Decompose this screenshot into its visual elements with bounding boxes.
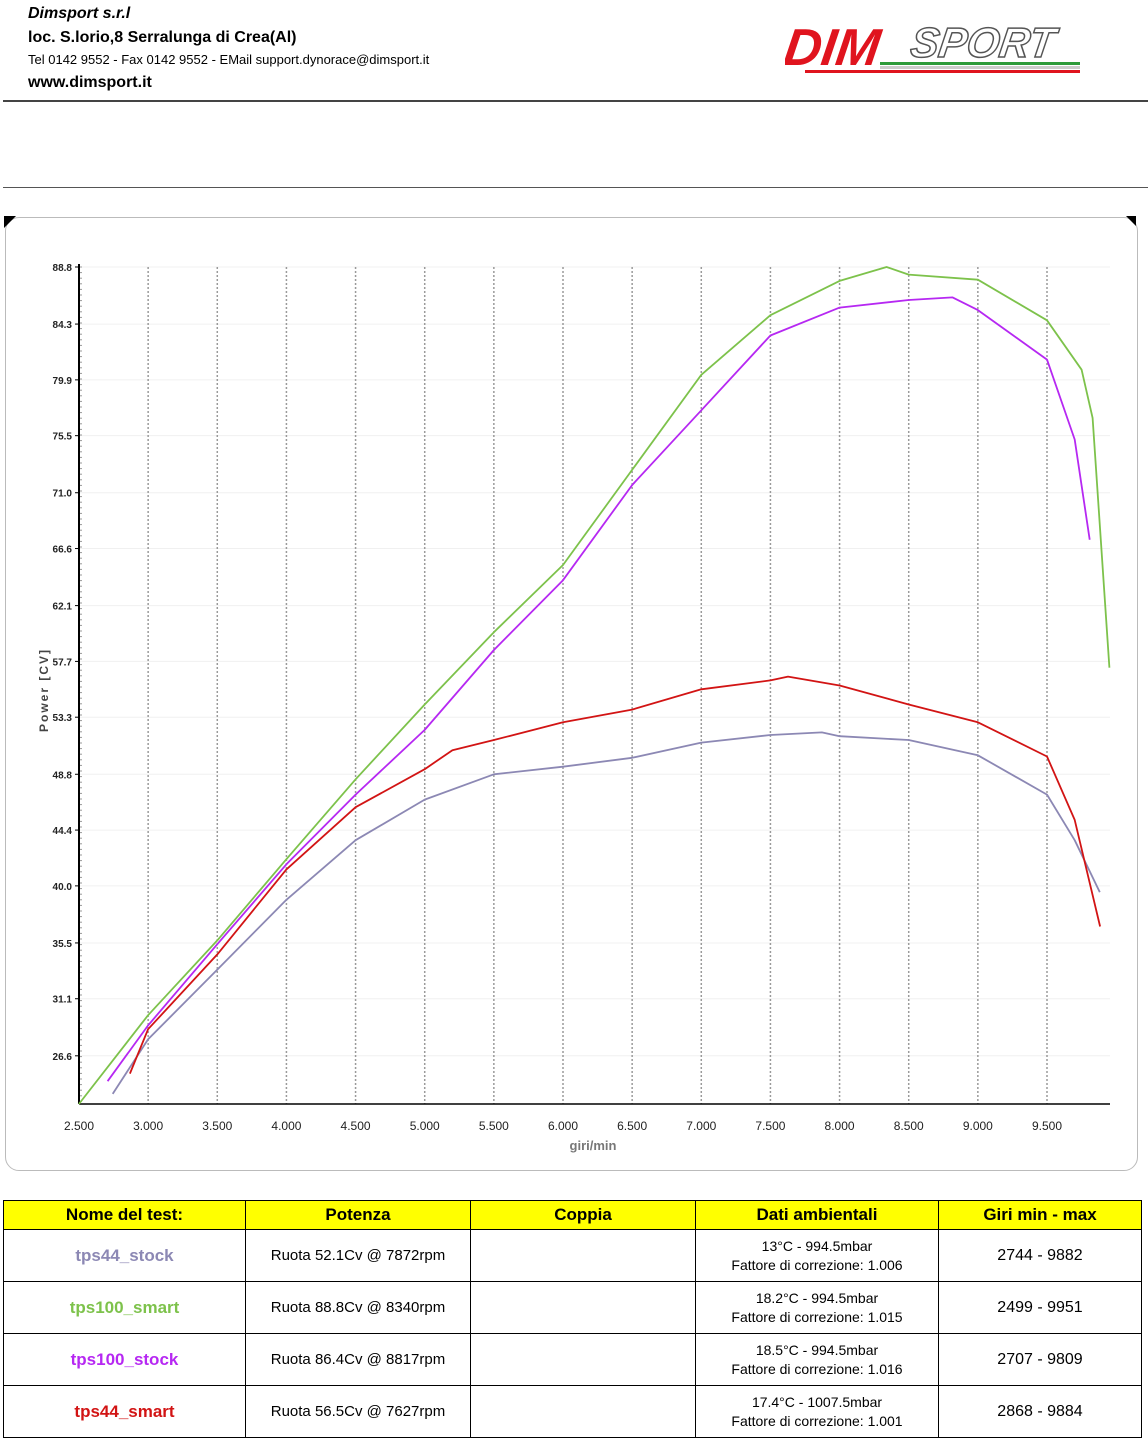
table-row: tps44_smart Ruota 56.5Cv @ 7627rpm 17.4°… xyxy=(3,1385,1142,1438)
test-name: tps44_stock xyxy=(3,1229,246,1282)
y-tick-label: 40.0 xyxy=(53,882,73,893)
svg-text:DIM: DIM xyxy=(785,19,885,77)
col-header-coppia: Coppia xyxy=(470,1200,696,1230)
potenza-cell: Ruota 88.8Cv @ 8340rpm xyxy=(245,1281,471,1334)
y-tick-label: 71.0 xyxy=(53,489,73,500)
series-line-tps100_stock xyxy=(106,296,1091,1082)
chart-frame xyxy=(5,217,1138,1171)
y-tick-label: 75.5 xyxy=(53,432,73,443)
dimsport-logo: DIM SPORT xyxy=(785,18,1080,77)
x-tick-label: 6.000 xyxy=(548,1119,578,1133)
header-divider xyxy=(3,100,1148,102)
ambient-cell: 18.5°C - 994.5mbar Fattore di correzione:… xyxy=(695,1333,939,1386)
company-address: loc. S.lorio,8 Serralunga di Crea(Al) xyxy=(28,29,297,46)
rpm-range-cell: 2707 - 9809 xyxy=(938,1333,1142,1386)
company-name: Dimsport s.r.l xyxy=(28,5,131,22)
col-header-name: Nome del test: xyxy=(3,1200,246,1230)
ambient-conditions: 13°C - 994.5mbar xyxy=(761,1237,873,1254)
y-tick-label: 26.6 xyxy=(53,1052,73,1063)
company-website: www.dimsport.it xyxy=(28,74,152,91)
y-tick-label: 57.7 xyxy=(53,657,73,668)
y-tick-label: 53.3 xyxy=(53,713,73,724)
col-header-ambientali: Dati ambientali xyxy=(695,1200,939,1230)
coppia-cell xyxy=(470,1333,696,1386)
ambient-conditions: 18.5°C - 994.5mbar xyxy=(755,1341,879,1358)
potenza-cell: Ruota 52.1Cv @ 7872rpm xyxy=(245,1229,471,1282)
y-tick-label: 44.4 xyxy=(53,826,73,837)
ambient-cell: 18.2°C - 994.5mbar Fattore di correzione:… xyxy=(695,1281,939,1334)
x-tick-label: 4.500 xyxy=(341,1119,371,1133)
ambient-cell: 13°C - 994.5mbar Fattore di correzione: 1… xyxy=(695,1229,939,1282)
rpm-range-cell: 2499 - 9951 xyxy=(938,1281,1142,1334)
correction-factor: Fattore di correzione: 1.001 xyxy=(731,1412,903,1429)
rpm-range-cell: 2744 - 9882 xyxy=(938,1229,1142,1282)
test-name: tps100_smart xyxy=(3,1281,246,1334)
y-tick-label: 62.1 xyxy=(53,602,73,613)
x-tick-label: 9.000 xyxy=(963,1119,993,1133)
rpm-range-cell: 2868 - 9884 xyxy=(938,1385,1142,1438)
potenza-cell: Ruota 86.4Cv @ 8817rpm xyxy=(245,1333,471,1386)
potenza-cell: Ruota 56.5Cv @ 7627rpm xyxy=(245,1385,471,1438)
coppia-cell xyxy=(470,1385,696,1438)
x-axis-label: giri/min xyxy=(570,1138,617,1153)
table-header-row: Nome del test: Potenza Coppia Dati ambie… xyxy=(3,1200,1142,1230)
x-tick-label: 6.500 xyxy=(617,1119,647,1133)
y-tick-label: 48.8 xyxy=(53,770,73,781)
y-tick-label: 79.9 xyxy=(53,376,73,387)
test-name: tps100_stock xyxy=(3,1333,246,1386)
x-tick-label: 7.000 xyxy=(686,1119,716,1133)
table-row: tps44_stock Ruota 52.1Cv @ 7872rpm 13°C … xyxy=(3,1229,1142,1282)
ambient-cell: 17.4°C - 1007.5mbar Fattore di correzione… xyxy=(695,1385,939,1438)
series-line-tps44_smart xyxy=(129,675,1101,1074)
power-chart: 26.6 31.1 35.5 40.0 44.4 48.8 53.3 57.7 62.1 66.6… xyxy=(37,263,1111,1153)
test-results-table: Nome del test: Potenza Coppia Dati ambie… xyxy=(3,1200,1142,1438)
table-row: tps100_stock Ruota 86.4Cv @ 8817rpm 18.5… xyxy=(3,1333,1142,1386)
coppia-cell xyxy=(470,1281,696,1334)
y-axis-label: Power [CV] xyxy=(37,648,51,732)
y-tick-label: 88.8 xyxy=(53,263,73,274)
x-tick-label: 3.000 xyxy=(133,1119,163,1133)
y-tick-label: 84.3 xyxy=(53,320,73,331)
x-tick-label: 9.500 xyxy=(1032,1119,1062,1133)
x-tick-label: 2.500 xyxy=(64,1119,94,1133)
x-tick-label: 3.500 xyxy=(202,1119,232,1133)
ambient-conditions: 18.2°C - 994.5mbar xyxy=(755,1289,879,1306)
col-header-potenza: Potenza xyxy=(245,1200,471,1230)
ambient-conditions: 17.4°C - 1007.5mbar xyxy=(751,1393,883,1410)
table-row: tps100_smart Ruota 88.8Cv @ 8340rpm 18.2… xyxy=(3,1281,1142,1334)
x-tick-label: 7.500 xyxy=(755,1119,785,1133)
y-tick-label: 66.6 xyxy=(53,545,73,556)
x-tick-label: 8.500 xyxy=(894,1119,924,1133)
frame-corner-mark xyxy=(4,216,16,228)
section-divider xyxy=(3,187,1148,188)
series-line-tps44_stock xyxy=(111,731,1101,1095)
coppia-cell xyxy=(470,1229,696,1282)
y-tick-label: 31.1 xyxy=(53,995,73,1006)
correction-factor: Fattore di correzione: 1.016 xyxy=(731,1360,903,1377)
correction-factor: Fattore di correzione: 1.006 xyxy=(731,1256,903,1273)
correction-factor: Fattore di correzione: 1.015 xyxy=(731,1308,903,1325)
x-tick-label: 5.500 xyxy=(479,1119,509,1133)
company-contacts: Tel 0142 9552 - Fax 0142 9552 - EMail su… xyxy=(28,52,430,67)
x-tick-label: 4.000 xyxy=(271,1119,301,1133)
svg-text:SPORT: SPORT xyxy=(908,19,1062,66)
test-name: tps44_smart xyxy=(3,1385,246,1438)
series-line-tps100_smart xyxy=(78,266,1111,1105)
frame-corner-mark xyxy=(1126,216,1136,226)
col-header-giri: Giri min - max xyxy=(938,1200,1142,1230)
x-tick-label: 5.000 xyxy=(410,1119,440,1133)
y-tick-label: 35.5 xyxy=(53,939,73,950)
x-tick-label: 8.000 xyxy=(825,1119,855,1133)
